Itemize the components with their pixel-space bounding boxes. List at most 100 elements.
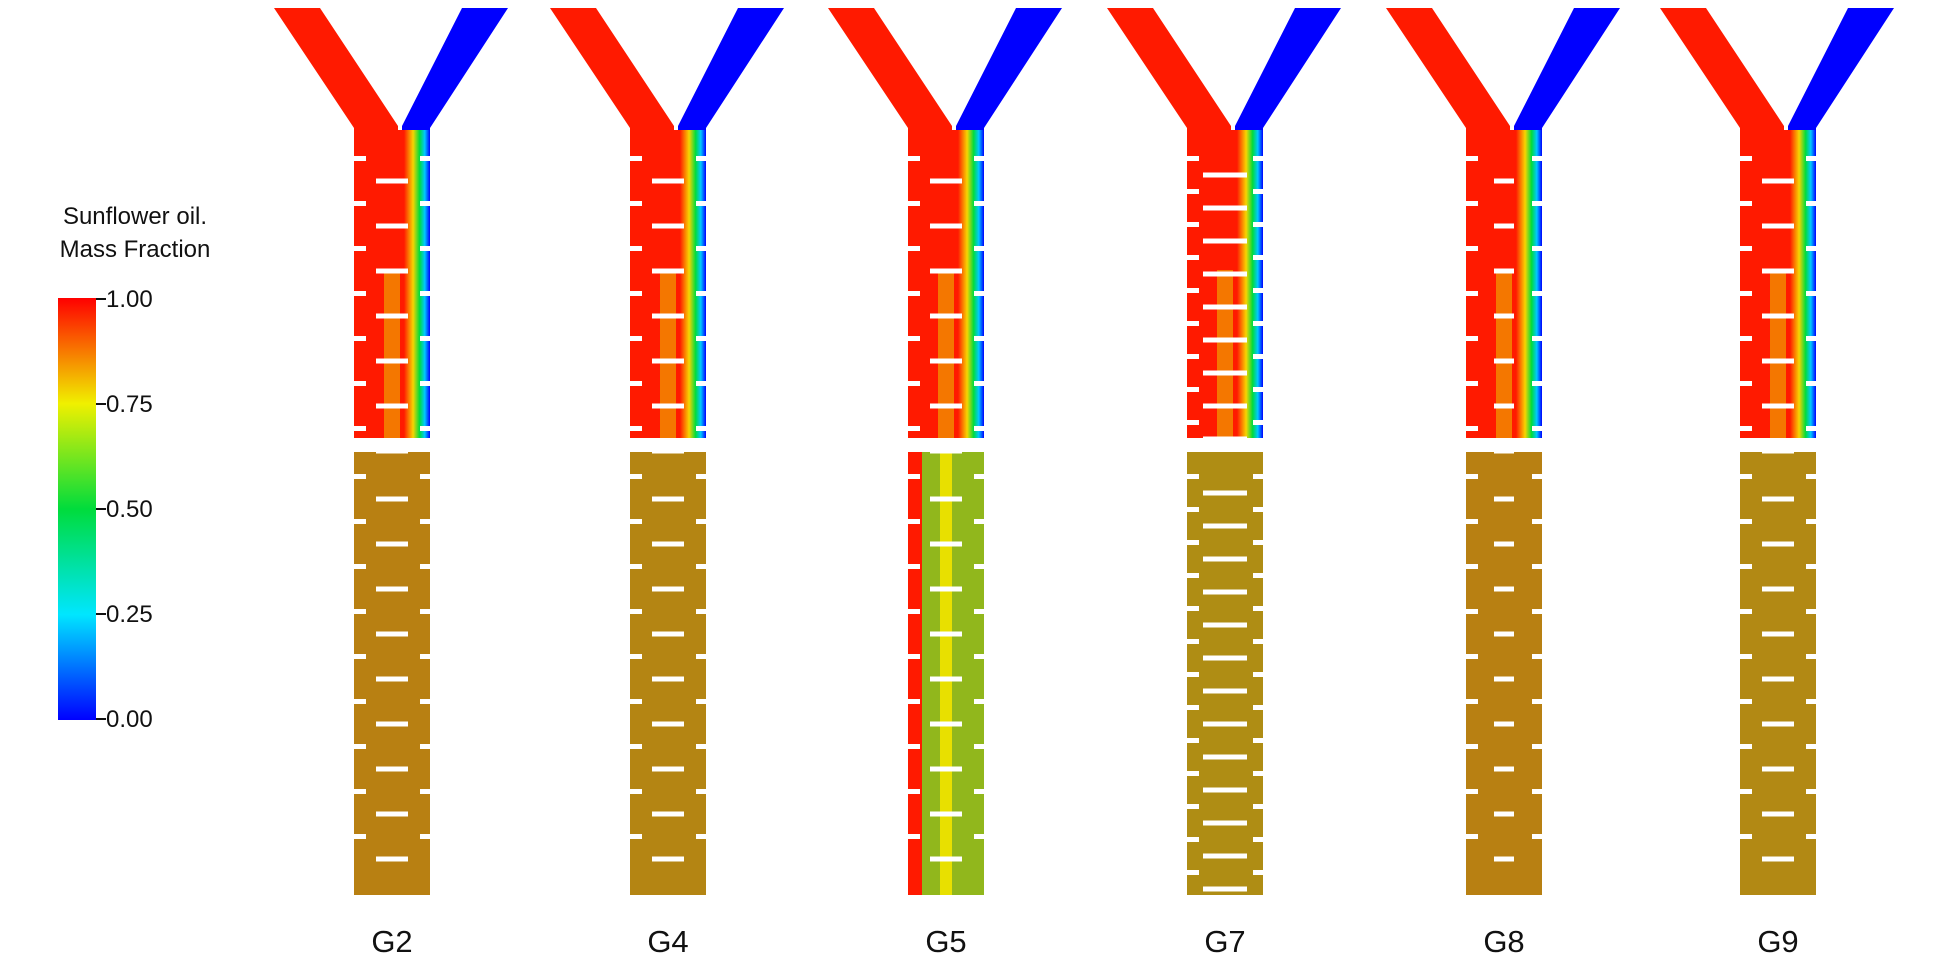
baffle-g5	[974, 291, 984, 296]
baffle-g5	[974, 699, 984, 704]
baffle-g9	[1762, 178, 1794, 184]
baffle-g9	[1740, 834, 1752, 839]
baffle-g5	[908, 654, 920, 659]
baffle-g8	[1466, 564, 1478, 569]
baffle-g7	[1203, 403, 1247, 409]
mixing-core-g4	[660, 270, 676, 438]
baffle-g8	[1494, 178, 1514, 184]
legend-tick	[96, 403, 106, 405]
baffle-g9	[1806, 156, 1816, 161]
baffle-g8	[1466, 654, 1478, 659]
legend-title-line1: Sunflower oil.	[62, 203, 208, 230]
baffle-g7	[1253, 255, 1263, 260]
baffle-g8	[1532, 564, 1542, 569]
baffle-g2	[376, 766, 408, 772]
baffle-g9	[1762, 631, 1794, 637]
baffle-g4	[652, 766, 684, 772]
baffle-g8	[1466, 426, 1478, 431]
baffle-g4	[652, 448, 684, 454]
baffle-g7	[1187, 870, 1199, 875]
baffle-g9	[1740, 201, 1752, 206]
baffle-g2	[420, 609, 430, 614]
baffle-g5	[908, 156, 920, 161]
baffle-g2	[354, 381, 366, 386]
baffle-g4	[696, 519, 706, 524]
baffle-g2	[376, 721, 408, 727]
baffle-g9	[1740, 381, 1752, 386]
legend-title: Sunflower oil. Mass Fraction	[30, 200, 240, 266]
baffle-g5	[974, 336, 984, 341]
baffle-g9	[1740, 744, 1752, 749]
baffle-g8	[1494, 721, 1514, 727]
baffle-g2	[376, 856, 408, 862]
baffle-g4	[696, 789, 706, 794]
baffle-g5	[908, 609, 920, 614]
panel-label-g2: G2	[371, 924, 413, 959]
baffle-g4	[630, 654, 642, 659]
baffle-g2	[420, 201, 430, 206]
baffle-g2	[354, 474, 366, 479]
baffle-g8	[1466, 699, 1478, 704]
baffle-g8	[1532, 201, 1542, 206]
baffle-g4	[696, 291, 706, 296]
baffle-g5	[930, 178, 962, 184]
baffle-g7	[1203, 238, 1247, 244]
baffle-g2	[420, 789, 430, 794]
oil-inlet-arm-g7	[1107, 8, 1231, 136]
baffle-g7	[1203, 622, 1247, 628]
baffle-g9	[1762, 676, 1794, 682]
baffle-g7	[1203, 655, 1247, 661]
baffle-g4	[696, 474, 706, 479]
baffle-g2	[376, 178, 408, 184]
baffle-g7	[1187, 156, 1199, 161]
baffle-g8	[1494, 313, 1514, 319]
panel-label-g5: G5	[925, 924, 967, 959]
baffle-g2	[376, 448, 408, 454]
baffle-g2	[376, 541, 408, 547]
baffle-g7	[1253, 288, 1263, 293]
baffle-g8	[1466, 834, 1478, 839]
baffle-g5	[974, 789, 984, 794]
baffle-g9	[1806, 519, 1816, 524]
baffle-g2	[376, 811, 408, 817]
baffle-g5	[930, 541, 962, 547]
baffle-g8	[1466, 609, 1478, 614]
baffle-g5	[974, 156, 984, 161]
baffle-g2	[420, 834, 430, 839]
baffle-g5	[974, 381, 984, 386]
baffle-g2	[420, 564, 430, 569]
baffle-g4	[696, 201, 706, 206]
baffle-g2	[354, 789, 366, 794]
baffle-g7	[1203, 490, 1247, 496]
baffle-g5	[908, 336, 920, 341]
baffle-g9	[1762, 313, 1794, 319]
baffle-g5	[930, 223, 962, 229]
baffle-g4	[652, 586, 684, 592]
baffle-g7	[1187, 474, 1199, 479]
baffle-g7	[1187, 837, 1199, 842]
water-inlet-arm-g9	[1788, 8, 1894, 136]
baffle-g9	[1740, 426, 1752, 431]
baffle-g9	[1762, 223, 1794, 229]
baffle-g8	[1532, 654, 1542, 659]
baffle-g4	[630, 834, 642, 839]
legend-tick	[96, 718, 106, 720]
baffle-g4	[696, 609, 706, 614]
water-inlet-arm-g7	[1235, 8, 1341, 136]
baffle-g8	[1494, 766, 1514, 772]
baffle-g7	[1187, 255, 1199, 260]
baffle-g2	[354, 291, 366, 296]
baffle-g7	[1203, 370, 1247, 376]
baffle-g9	[1806, 426, 1816, 431]
baffle-g8	[1466, 789, 1478, 794]
baffle-g2	[354, 336, 366, 341]
baffle-g2	[420, 474, 430, 479]
baffle-g7	[1203, 721, 1247, 727]
baffle-g7	[1203, 172, 1247, 178]
mixing-core-g9	[1770, 270, 1786, 438]
baffle-g7	[1187, 321, 1199, 326]
baffle-g2	[376, 313, 408, 319]
baffle-g8	[1532, 156, 1542, 161]
baffle-g5	[908, 381, 920, 386]
